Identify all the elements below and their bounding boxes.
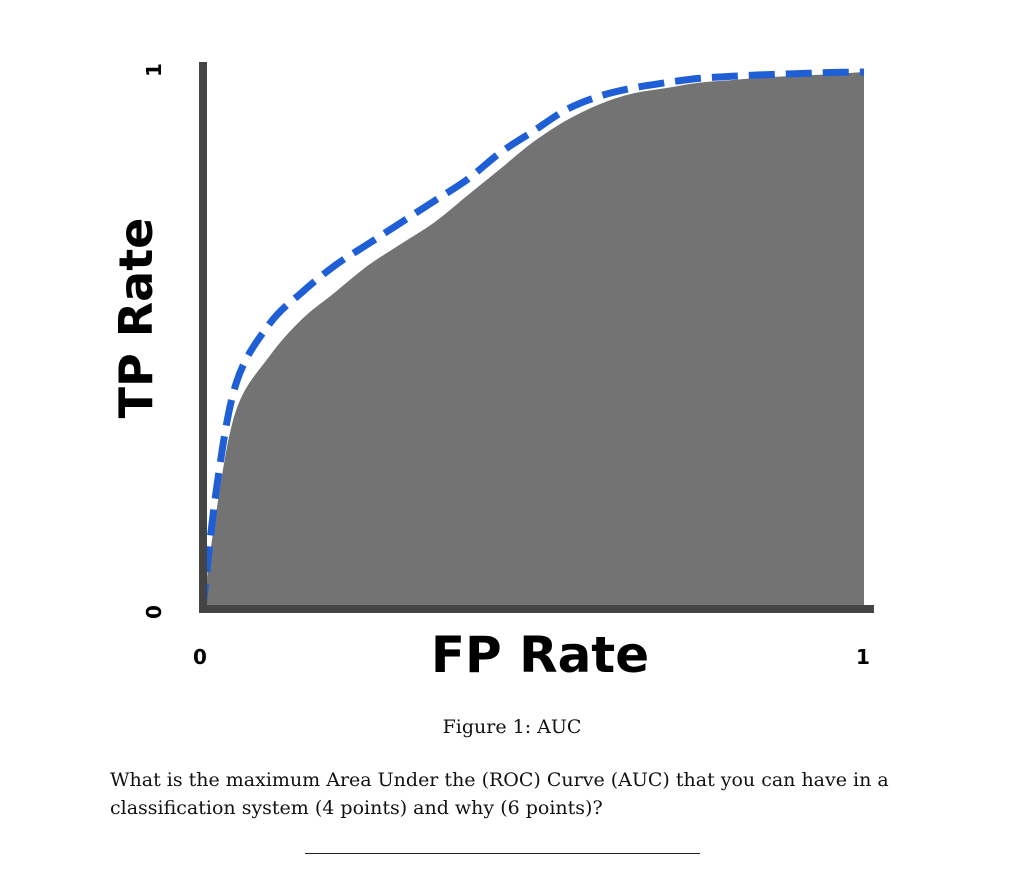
x-axis-label: FP Rate <box>431 626 649 684</box>
x-tick-label-1: 1 <box>856 645 870 669</box>
x-tick-label-0: 0 <box>193 645 207 669</box>
roc-dashed-curve <box>199 68 865 610</box>
answer-underline <box>305 853 700 854</box>
figure-caption: Figure 1: AUC <box>442 716 582 738</box>
y-tick-label-0: 0 <box>142 605 166 619</box>
question-text: What is the maximum Area Under the (ROC)… <box>110 769 889 819</box>
roc-area-fill <box>203 72 864 609</box>
y-tick-label-1: 1 <box>142 63 166 77</box>
roc-chart: TP Rate FP Rate 0 1 0 1 <box>109 62 874 684</box>
y-axis-label: TP Rate <box>109 218 163 419</box>
